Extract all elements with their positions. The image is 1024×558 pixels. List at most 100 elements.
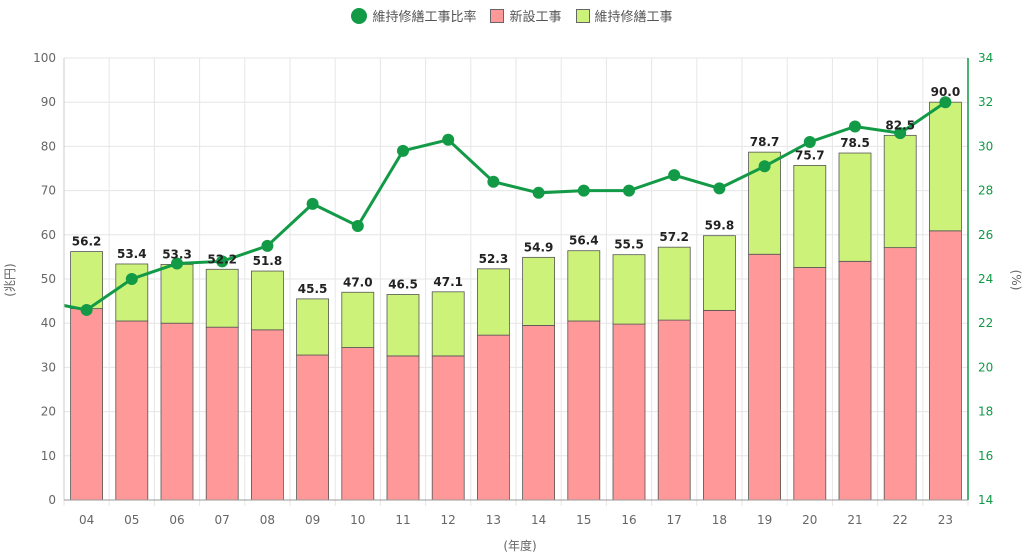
y2-tick-label: 32: [978, 95, 993, 109]
bar-new: [612, 323, 646, 501]
total-label: 52.3: [479, 252, 509, 266]
ratio-point: [623, 184, 635, 197]
bar-new: [160, 322, 194, 501]
x-tick-label: 23: [938, 513, 953, 527]
total-label: 46.5: [388, 277, 418, 291]
total-label: 45.5: [298, 282, 328, 296]
total-label: 59.8: [705, 219, 735, 233]
ratio-point: [849, 120, 861, 133]
bar-maint: [522, 256, 555, 326]
ratio-point: [758, 160, 771, 173]
bar-new: [567, 320, 601, 501]
y2-tick-label: 22: [978, 316, 993, 330]
ratio-point: [351, 219, 364, 232]
ratio-point: [668, 169, 681, 182]
y2-tick-label: 28: [978, 184, 993, 198]
y-tick-label: 80: [41, 139, 56, 153]
y2-tick-label: 30: [978, 139, 993, 153]
y-tick-label: 100: [33, 51, 56, 65]
y-tick-label: 0: [48, 493, 56, 507]
x-tick-label: 09: [305, 513, 320, 527]
bar-new: [657, 319, 691, 501]
y-tick-label: 20: [41, 405, 56, 419]
legend-item-maint[interactable]: 維持修繕工事: [575, 6, 673, 25]
total-label: 53.3: [162, 247, 192, 261]
bar-new: [793, 267, 827, 501]
y-tick-label: 50: [41, 272, 56, 286]
x-tick-label: 15: [576, 513, 591, 527]
ratio-point: [80, 303, 93, 316]
bar-maint: [160, 264, 194, 324]
bar-maint: [793, 165, 827, 268]
bar-new: [883, 247, 917, 501]
ratio-point: [577, 184, 590, 197]
ratio-point: [487, 175, 500, 188]
total-label: 51.8: [253, 254, 283, 268]
ratio-point: [125, 273, 138, 285]
ratio-point: [397, 144, 409, 157]
total-label: 78.5: [840, 136, 870, 150]
x-tick-label: 17: [667, 513, 682, 527]
bar-maint: [70, 251, 103, 310]
legend-maint-label: 維持修繕工事: [594, 10, 673, 25]
bar-new: [703, 309, 736, 501]
legend-new-label: 新設工事: [509, 10, 562, 25]
x-tick-label: 16: [621, 513, 636, 527]
total-label: 56.2: [72, 235, 102, 249]
ratio-point: [171, 257, 183, 270]
y-tick-label: 90: [41, 95, 56, 109]
total-label: 75.7: [795, 148, 825, 162]
legend-ratio-swatch: [351, 7, 368, 24]
total-label: 54.9: [524, 240, 554, 254]
x-tick-label: 19: [757, 513, 772, 527]
legend-item-new[interactable]: 新設工事: [490, 6, 562, 25]
x-tick-label: 14: [531, 513, 546, 527]
bar-maint: [115, 263, 149, 322]
total-label: 57.2: [659, 230, 689, 244]
ratio-point: [261, 239, 274, 252]
legend-ratio-label: 維持修繕工事比率: [372, 10, 477, 25]
total-label: 53.4: [117, 247, 147, 261]
total-label: 78.7: [750, 135, 780, 149]
bar-maint: [703, 235, 736, 311]
bar-maint: [612, 254, 646, 325]
bar-new: [522, 325, 555, 501]
x-tick-label: 22: [893, 513, 908, 527]
y2-tick-label: 34: [978, 51, 993, 65]
bar-maint: [567, 250, 601, 322]
bar-maint: [929, 101, 962, 232]
bar-maint: [657, 246, 691, 321]
x-tick-label: 11: [395, 513, 410, 527]
bar-maint: [296, 298, 330, 356]
total-label: 90.0: [931, 85, 961, 99]
bar-new: [205, 326, 239, 501]
y2-tick-label: 18: [978, 405, 993, 419]
total-label: 55.5: [614, 238, 644, 252]
bar-new: [431, 355, 465, 501]
y-tick-label: 70: [41, 184, 56, 198]
x-tick-label: 07: [215, 513, 230, 527]
total-label: 82.5: [885, 118, 915, 132]
total-label: 56.4: [569, 234, 599, 248]
bar-maint: [476, 268, 510, 336]
y-tick-label: 40: [41, 316, 56, 330]
x-tick-label: 06: [169, 513, 184, 527]
x-tick-label: 04: [79, 513, 94, 527]
y2-tick-label: 16: [978, 449, 993, 463]
bar-maint: [205, 268, 239, 328]
bar-new: [748, 253, 781, 501]
bar-new: [70, 308, 103, 501]
legend-maint-swatch: [575, 8, 590, 23]
ratio-point: [306, 197, 319, 210]
bar-maint: [883, 134, 917, 249]
x-axis-title: (年度): [503, 538, 536, 553]
grid: [63, 57, 969, 506]
bar-new: [838, 260, 872, 501]
bar-maint: [431, 291, 465, 357]
ratio-point: [939, 96, 952, 109]
bar-new: [250, 329, 284, 501]
ratio-line: [63, 96, 952, 316]
bar-new: [296, 354, 330, 501]
legend-item-ratio[interactable]: 維持修繕工事比率: [351, 6, 476, 25]
